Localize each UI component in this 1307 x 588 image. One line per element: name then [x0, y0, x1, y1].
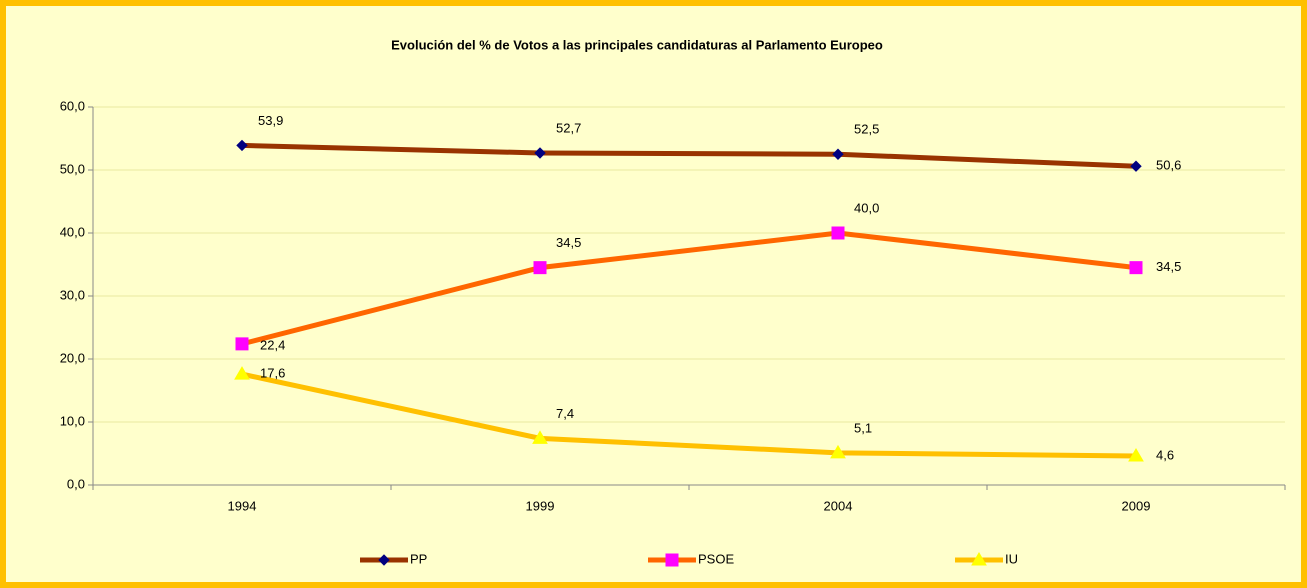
marker: [1130, 160, 1142, 172]
marker: [235, 337, 249, 351]
marker: [1128, 448, 1144, 462]
marker: [236, 139, 248, 152]
line: [241, 230, 1137, 347]
x-tick-label: 1994: [228, 498, 257, 513]
legend-label: IU: [1005, 551, 1018, 566]
marker: [832, 148, 844, 160]
data-label: 7,4: [556, 406, 574, 421]
x-tick-label: 2009: [1122, 498, 1151, 513]
marker: [534, 147, 546, 159]
y-tick-label: 60,0: [60, 98, 85, 113]
y-tick-label: 20,0: [60, 350, 85, 365]
legend-marker: [665, 553, 679, 567]
data-label: 5,1: [854, 420, 872, 435]
line: [241, 142, 1137, 169]
legend-marker: [971, 552, 987, 566]
marker: [830, 444, 846, 459]
chart-title: Evolución del % de Votos a las principal…: [391, 37, 883, 52]
y-tick-label: 30,0: [60, 287, 85, 302]
marker: [532, 430, 548, 444]
legend-marker: [378, 554, 390, 566]
marker: [234, 366, 250, 380]
data-label: 34,5: [556, 235, 581, 250]
data-label: 34,5: [1156, 259, 1181, 274]
y-tick-label: 40,0: [60, 224, 85, 239]
data-label: 4,6: [1156, 447, 1174, 462]
line: [241, 371, 1137, 459]
data-label: 22,4: [260, 337, 285, 352]
y-tick-label: 0,0: [67, 476, 85, 491]
y-tick-label: 50,0: [60, 161, 85, 176]
data-label: 50,6: [1156, 158, 1181, 173]
legend-label: PSOE: [698, 551, 734, 566]
x-tick-label: 2004: [824, 498, 853, 513]
marker: [533, 261, 547, 275]
x-tick-label: 1999: [526, 498, 555, 513]
data-label: 53,9: [258, 113, 283, 128]
data-label: 17,6: [260, 366, 285, 381]
marker: [831, 226, 845, 240]
data-label: 52,7: [556, 120, 581, 135]
data-label: 40,0: [854, 200, 879, 215]
marker: [1129, 261, 1143, 275]
y-tick-label: 10,0: [60, 413, 85, 428]
legend-label: PP: [410, 551, 427, 566]
data-label: 52,5: [854, 122, 879, 137]
